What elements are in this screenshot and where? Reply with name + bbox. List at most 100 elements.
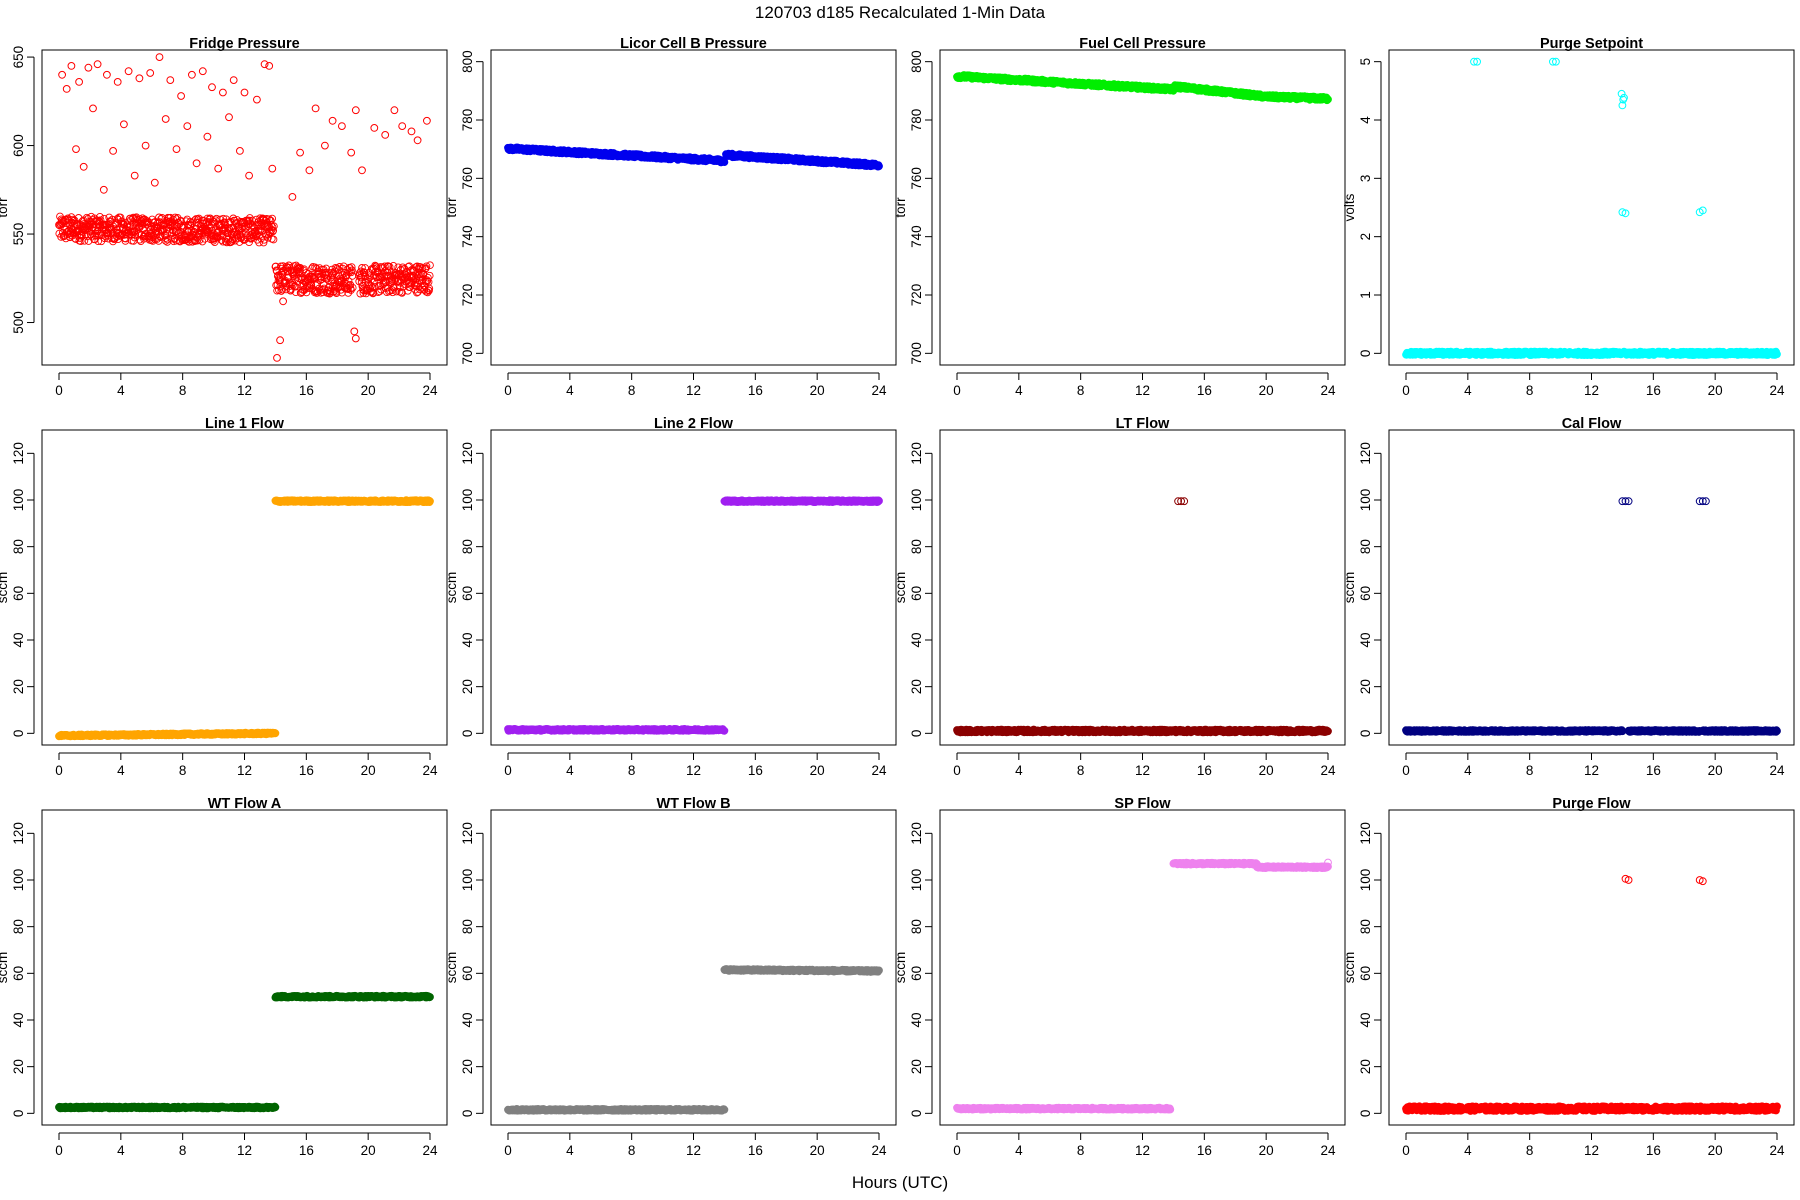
- data-point: [103, 70, 111, 79]
- data-point: [149, 237, 157, 245]
- data-point: [236, 147, 244, 155]
- y-tick-label: 700: [909, 342, 924, 365]
- y-tick-label: 20: [11, 679, 26, 694]
- y-tick-label: 100: [460, 489, 475, 512]
- x-axis: 0 4 8 12 16 20 24: [55, 372, 438, 398]
- data-point: [94, 237, 103, 246]
- x-tick-label: 16: [1197, 383, 1212, 398]
- x-tick-label: 8: [628, 763, 636, 778]
- y-tick-label: 720: [460, 284, 475, 307]
- x-tick-label: 4: [1464, 383, 1472, 398]
- data-point: [219, 214, 228, 223]
- data-point: [198, 237, 207, 246]
- data-point: [186, 221, 194, 229]
- data-point: [276, 336, 285, 345]
- y-axis-label: torr: [0, 197, 10, 218]
- x-tick-label: 12: [1135, 763, 1150, 778]
- x-tick-label: 0: [953, 763, 961, 778]
- data-point: [155, 53, 164, 61]
- data-series: [1402, 57, 1781, 360]
- data-point: [385, 287, 393, 296]
- data-point: [351, 106, 360, 115]
- y-tick-label: 0: [11, 730, 26, 738]
- data-point: [268, 164, 277, 173]
- data-point: [58, 70, 66, 79]
- data-point: [269, 235, 278, 244]
- x-tick-label: 20: [361, 763, 376, 778]
- x-tick-label: 16: [299, 383, 314, 398]
- x-tick-label: 24: [422, 763, 438, 778]
- data-point: [228, 235, 237, 244]
- x-tick-label: 4: [117, 763, 125, 778]
- data-point: [268, 223, 277, 231]
- data-series: [953, 71, 1332, 105]
- data-point: [92, 231, 101, 240]
- y-axis-label: torr: [444, 197, 459, 218]
- data-point: [146, 69, 155, 77]
- plot-frame: [939, 429, 1346, 746]
- x-tick-label: 16: [748, 763, 763, 778]
- x-tick-label: 20: [810, 383, 825, 398]
- x-tick-label: 16: [1197, 763, 1212, 778]
- x-tick-label: 20: [1259, 383, 1274, 398]
- data-series: [953, 497, 1332, 737]
- x-tick-label: 16: [299, 763, 314, 778]
- x-tick-label: 16: [748, 383, 763, 398]
- x-axis: 0 4 8 12 16 20 24: [504, 752, 887, 778]
- data-point: [264, 233, 272, 242]
- data-point: [347, 148, 356, 157]
- y-tick-label: 1: [1358, 291, 1373, 299]
- y-tick-label: 740: [909, 225, 924, 248]
- data-point: [162, 234, 170, 242]
- x-tick-label: 24: [1769, 383, 1785, 398]
- data-point: [124, 67, 133, 76]
- x-tick-label: 0: [953, 383, 961, 398]
- x-tick-label: 0: [55, 763, 63, 778]
- data-point: [96, 212, 104, 221]
- data-point: [407, 127, 416, 136]
- data-point: [167, 234, 176, 243]
- data-point: [358, 264, 366, 272]
- data-point: [389, 261, 398, 270]
- data-point: [381, 131, 390, 139]
- data-point: [426, 497, 434, 506]
- x-tick-label: 20: [1708, 383, 1723, 398]
- x-tick-label: 4: [1015, 763, 1023, 778]
- data-point: [172, 145, 181, 154]
- data-point: [344, 277, 353, 285]
- y-tick-label: 550: [11, 223, 26, 246]
- x-tick-label: 24: [1320, 383, 1336, 398]
- data-point: [359, 268, 368, 276]
- data-point: [386, 274, 395, 283]
- y-tick-label: 80: [909, 539, 924, 554]
- y-tick-label: 760: [460, 167, 475, 190]
- y-tick-label: 20: [460, 679, 475, 694]
- data-point: [268, 214, 277, 223]
- x-tick-label: 8: [1077, 383, 1085, 398]
- y-tick-label: 40: [909, 632, 924, 647]
- y-tick-label: 60: [11, 586, 26, 601]
- y-tick-label: 20: [909, 679, 924, 694]
- data-point: [192, 159, 201, 168]
- data-point: [271, 729, 280, 738]
- x-axis: 0 4 8 12 16 20 24: [953, 752, 1336, 778]
- y-tick-label: 780: [460, 109, 475, 132]
- data-point: [385, 263, 394, 271]
- x-tick-label: 12: [1135, 383, 1150, 398]
- x-tick-label: 8: [179, 763, 187, 778]
- data-point: [347, 263, 356, 271]
- data-point: [240, 88, 249, 97]
- data-point: [211, 219, 219, 228]
- y-tick-label: 40: [11, 632, 26, 647]
- x-tick-label: 4: [566, 763, 574, 778]
- data-point: [296, 148, 305, 157]
- data-point: [291, 282, 300, 291]
- data-series: [504, 143, 883, 171]
